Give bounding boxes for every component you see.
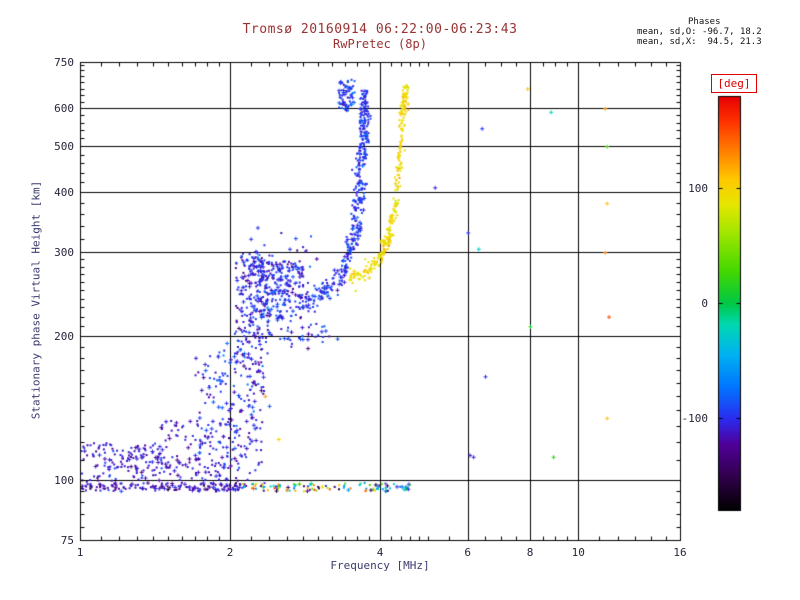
y-tick-label: 750 xyxy=(54,56,74,69)
y-tick-label: 600 xyxy=(54,102,74,116)
x-tick-label: 8 xyxy=(526,546,534,559)
x-tick-label: 1 xyxy=(76,546,84,559)
colorbar-tick-label: -100 xyxy=(681,412,709,425)
y-tick-label: 200 xyxy=(54,330,74,344)
x-tick-label: 2 xyxy=(226,546,234,559)
y-tick-label: 500 xyxy=(54,140,74,154)
x-tick-label: 6 xyxy=(464,546,472,559)
y-tick-label: 400 xyxy=(54,186,74,200)
plot-title: Tromsø 20160914 06:22:00-06:23:43 xyxy=(242,22,518,37)
x-axis-label: Frequency [MHz] xyxy=(330,559,430,572)
phase-stats-heading: Phases xyxy=(688,17,721,27)
colorbar-tick-label: 100 xyxy=(688,182,708,195)
y-tick-label: 100 xyxy=(54,474,74,488)
x-tick-label: 16 xyxy=(673,546,687,559)
phase-stats-o-mode: mean, sd,O: -96.7, 18.2 xyxy=(637,27,762,37)
colorbar-tick-label: 0 xyxy=(701,297,708,310)
y-tick-label: 75 xyxy=(60,534,74,547)
x-tick-label: 4 xyxy=(376,546,384,559)
y-axis-label: Stationary phase Virtual Height [km] xyxy=(29,180,43,420)
colorbar-units-label: [deg] xyxy=(711,74,757,93)
plot-subtitle: RwPretec (8p) xyxy=(333,37,427,51)
phase-stats-x-mode: mean, sd,X: 94.5, 21.3 xyxy=(637,37,762,47)
x-tick-label: 10 xyxy=(571,546,585,559)
y-tick-label: 300 xyxy=(54,246,74,260)
